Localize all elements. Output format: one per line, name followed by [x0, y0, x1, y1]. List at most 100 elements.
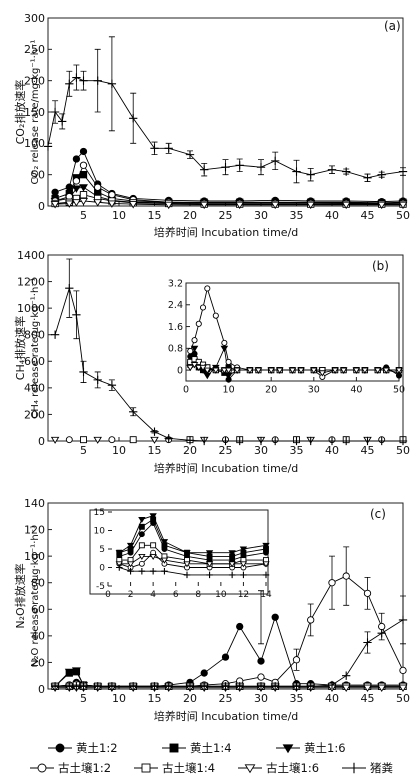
panel-a-ytick-label-4: 200 — [24, 75, 45, 88]
panel-a-series-plus-point-7 — [107, 79, 117, 88]
panel-a-series-circle-open-point-2 — [72, 177, 81, 185]
panel-c-series-circle-filled-point-12 — [236, 622, 244, 631]
panel-c-series-plus-point-10 — [200, 682, 209, 691]
panel-a-series-plus-point-21 — [363, 173, 372, 182]
panel-c-series-tri-down-filled-point-1 — [64, 668, 74, 677]
panel-c-inset-series-tri-down-open-point-6 — [205, 561, 214, 568]
legend-label-0: 黄土1:2 — [76, 741, 118, 755]
panel-b-xtick-label-3: 20 — [183, 444, 197, 457]
legend-label-5: 古土壤1:6 — [266, 761, 319, 775]
panel-a-co2: (a) CO₂排放速率 CO₂ release rate/mg·kg⁻¹·h⁻¹… — [13, 12, 410, 239]
panel-a-series-tri-down-filled-point-2 — [71, 185, 81, 193]
panel-c-inset-series-plus-point-9 — [262, 571, 270, 579]
legend-marker-0 — [55, 743, 65, 753]
panel-a-series-plus-point-18 — [306, 170, 315, 179]
panel-c-series-circle-open-point-16 — [307, 616, 315, 624]
panel-c-series-circle-open-point-19 — [363, 589, 372, 597]
panel-c-series-plus — [50, 615, 408, 691]
panel-b-series-plus-point-21 — [398, 436, 408, 446]
panel-a-ytick-label-6: 300 — [24, 12, 45, 25]
panel-c-inset-series-plus — [116, 564, 270, 579]
panel-c-series-plus-point-13 — [256, 682, 266, 691]
panel-b-zero-marker-2 — [80, 436, 87, 444]
panel-c-inset-xtick-label-0: 0 — [105, 590, 111, 600]
panel-a-series-plus — [43, 73, 408, 182]
panel-a-xtick-label-8: 45 — [361, 209, 375, 222]
panel-a-series-tri-down-open-point-4 — [93, 199, 103, 207]
panel-a-series-plus-point-23 — [398, 167, 408, 176]
panel-c-inset-series-tri-down-filled-point-3 — [149, 513, 157, 520]
panel-a-series-tri-down-open-point-12 — [341, 201, 351, 210]
panel-c-series-circle-filled — [51, 613, 407, 690]
panel-b-series-plus-line — [54, 286, 403, 442]
panel-a-plot-area — [47, 17, 404, 207]
legend-label-1: 黄土1:4 — [190, 741, 232, 755]
panel-c-series-circle-open-line — [55, 575, 404, 687]
panel-b-series-plus-point-1 — [65, 284, 74, 293]
panel-a-series-tri-down-open-point-2 — [71, 199, 81, 207]
panel-a-series-tri-down-open-point-7 — [164, 201, 174, 210]
panel-a-series-square-filled-point-3 — [79, 171, 88, 179]
panel-c-inset-series-plus-point-6 — [206, 571, 213, 579]
panel-b-inset-series-tri-down-open-point-11 — [267, 367, 275, 374]
panel-a-series-tri-down-open-point-14 — [398, 201, 408, 210]
panel-c-inset-series-tri-down-filled-line — [119, 515, 267, 554]
panel-b-inset-ytick-label-2: 1.6 — [168, 322, 183, 333]
panel-b-inset-series-tri-down-open-point-13 — [288, 367, 297, 374]
panel-c-inset-series-plus-point-1 — [127, 567, 134, 575]
panel-c-series-tri-down-open-point-20 — [377, 684, 387, 693]
panel-b-inset-series-circle-open-point-2 — [195, 320, 202, 327]
legend: 黄土1:2 黄土1:4 黄土1:6 古土壤1:2 古土壤1:4 古土壤1:6 猪粪 — [30, 741, 393, 775]
panel-c-series-plus-point-7 — [150, 682, 159, 691]
panel-c-series-tri-down-open-point-21 — [398, 684, 408, 693]
panel-b-zero-marker-5 — [129, 436, 137, 444]
panel-a-xtick-label-1: 10 — [112, 209, 126, 222]
panel-c-inset-series-tri-down-filled-point-6 — [205, 550, 214, 557]
legend-marker-4 — [141, 763, 151, 773]
panel-b-inset-series-tri-down-open-point-18 — [339, 367, 348, 374]
panel-b-inset-series-tri-down-open-point-4 — [203, 367, 212, 374]
panel-c-inset-ytick-label-3: 10 — [94, 527, 106, 537]
panel-c-inset-xtick-label-4: 8 — [195, 590, 201, 600]
panel-b-xtick-label-8: 45 — [361, 444, 375, 457]
panel-c-inset-series-tri-down-filled — [115, 513, 270, 557]
panel-b-series-plus-point-4 — [93, 375, 102, 385]
panel-a-ylabel-en: CO₂ release rate/mg·kg⁻¹·h⁻¹ — [30, 40, 41, 185]
panel-c-inset-series-tri-down-filled-point-4 — [160, 539, 169, 546]
panel-a-series-circle-open-point-4 — [94, 183, 102, 191]
panel-b-inset-series-tri-down-open-point-14 — [297, 367, 305, 374]
panel-c-inset-series-square-open-line — [119, 544, 266, 565]
legend-item-2: 黄土1:6 — [276, 741, 346, 755]
panel-b-ylabel-cn: CH₄排放速率 — [13, 316, 27, 380]
panel-a-ylabel-cn: CO₂排放速率 — [13, 80, 27, 145]
panel-b-xtick-label-4: 25 — [219, 444, 233, 457]
panel-b-series-plus-point-12 — [235, 436, 244, 446]
panel-c-series-tri-down-open-point-19 — [363, 684, 372, 693]
panel-c-inset-series-tri-down-filled-point-2 — [138, 516, 146, 524]
panel-c-ylabel-en: N₂O release rate/μg·kg⁻¹·h⁻¹ — [30, 525, 41, 667]
panel-c-inset-ytick-label-4: 15 — [94, 508, 105, 518]
panel-b-inset-series-tri-down-open-point-20 — [361, 367, 369, 374]
panel-b-inset-ytick-label-3: 2.4 — [168, 300, 183, 311]
panel-c-inset-series-tri-down-open-point-3 — [149, 553, 157, 561]
panel-b-inset-series-tri-down-open-point-10 — [254, 367, 263, 374]
panel-b-inset-series-circle-open-point-0 — [187, 348, 194, 355]
panel-b-soil-zero-markers — [50, 436, 407, 444]
panel-c-ytick-label-7: 140 — [24, 497, 45, 510]
panel-c-xtick-label-9: 50 — [396, 692, 410, 705]
panel-c-series-plus-point-3 — [79, 682, 88, 691]
panel-a-series-plus-point-12 — [200, 165, 209, 174]
panel-c-label: (c) — [370, 507, 386, 521]
panel-c-inset-series-plus-point-8 — [240, 571, 247, 579]
panel-b-inset-ytick-label-0: 0 — [177, 365, 183, 376]
panel-a-ytick-label-1: 50 — [31, 169, 45, 182]
panel-b-inset-series-tri-down-open-point-17 — [331, 367, 339, 374]
panel-a-series-plus-point-15 — [256, 162, 266, 172]
legend-item-0: 黄土1:2 — [48, 741, 118, 755]
panel-b-inset-series-tri-down-open-point-16 — [318, 370, 327, 377]
panel-c-inset-series-tri-down-open-point-0 — [115, 561, 123, 568]
panel-c-inset-series-tri-down-open-point-8 — [239, 561, 248, 568]
panel-c-ytick-label-5: 100 — [24, 550, 45, 563]
panel-a-series-tri-down-open-point-3 — [79, 197, 88, 206]
